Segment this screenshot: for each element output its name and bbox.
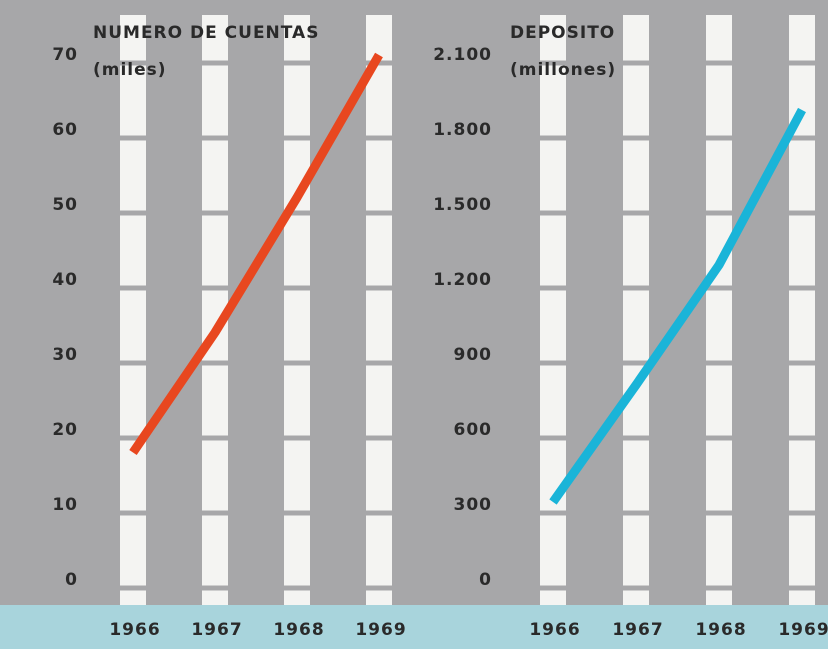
y-tick-label: 0	[65, 570, 78, 590]
y-tick-label: 10	[52, 495, 78, 515]
data-line	[549, 107, 806, 505]
y-tick-label: 40	[52, 270, 78, 290]
stripe	[540, 15, 566, 605]
y-tick-label: 60	[52, 120, 78, 140]
y-tick-label: 300	[454, 495, 493, 515]
y-tick-label: 0	[479, 570, 492, 590]
stripe	[789, 15, 815, 605]
stripe	[120, 15, 146, 605]
panel-subtitle: (millones)	[510, 60, 616, 80]
y-tick-label: 900	[454, 345, 493, 365]
y-tick-label: 1.800	[433, 120, 492, 140]
y-tick-label: 600	[454, 420, 493, 440]
panel-title: NUMERO DE CUENTAS	[93, 23, 319, 43]
stripe	[706, 15, 732, 605]
x-tick-label: 1966	[529, 620, 580, 640]
y-tick-label: 30	[52, 345, 78, 365]
y-tick-label: 50	[52, 195, 78, 215]
panel-title: DEPOSITO	[510, 23, 615, 43]
y-tick-label: 70	[52, 45, 78, 65]
y-tick-label: 1.200	[433, 270, 492, 290]
x-tick-label: 1966	[109, 620, 160, 640]
stripe	[284, 15, 310, 605]
stripe	[366, 15, 392, 605]
y-tick-label: 2.100	[433, 45, 492, 65]
x-tick-label: 1968	[273, 620, 324, 640]
x-tick-label: 1967	[191, 620, 242, 640]
year-band	[0, 605, 828, 649]
y-tick-label: 1.500	[433, 195, 492, 215]
stripe	[623, 15, 649, 605]
x-tick-label: 1967	[612, 620, 663, 640]
x-tick-label: 1969	[778, 620, 828, 640]
x-tick-label: 1969	[355, 620, 406, 640]
y-tick-label: 20	[52, 420, 78, 440]
data-line	[129, 52, 383, 456]
panel-subtitle: (miles)	[93, 60, 167, 80]
x-tick-label: 1968	[695, 620, 746, 640]
